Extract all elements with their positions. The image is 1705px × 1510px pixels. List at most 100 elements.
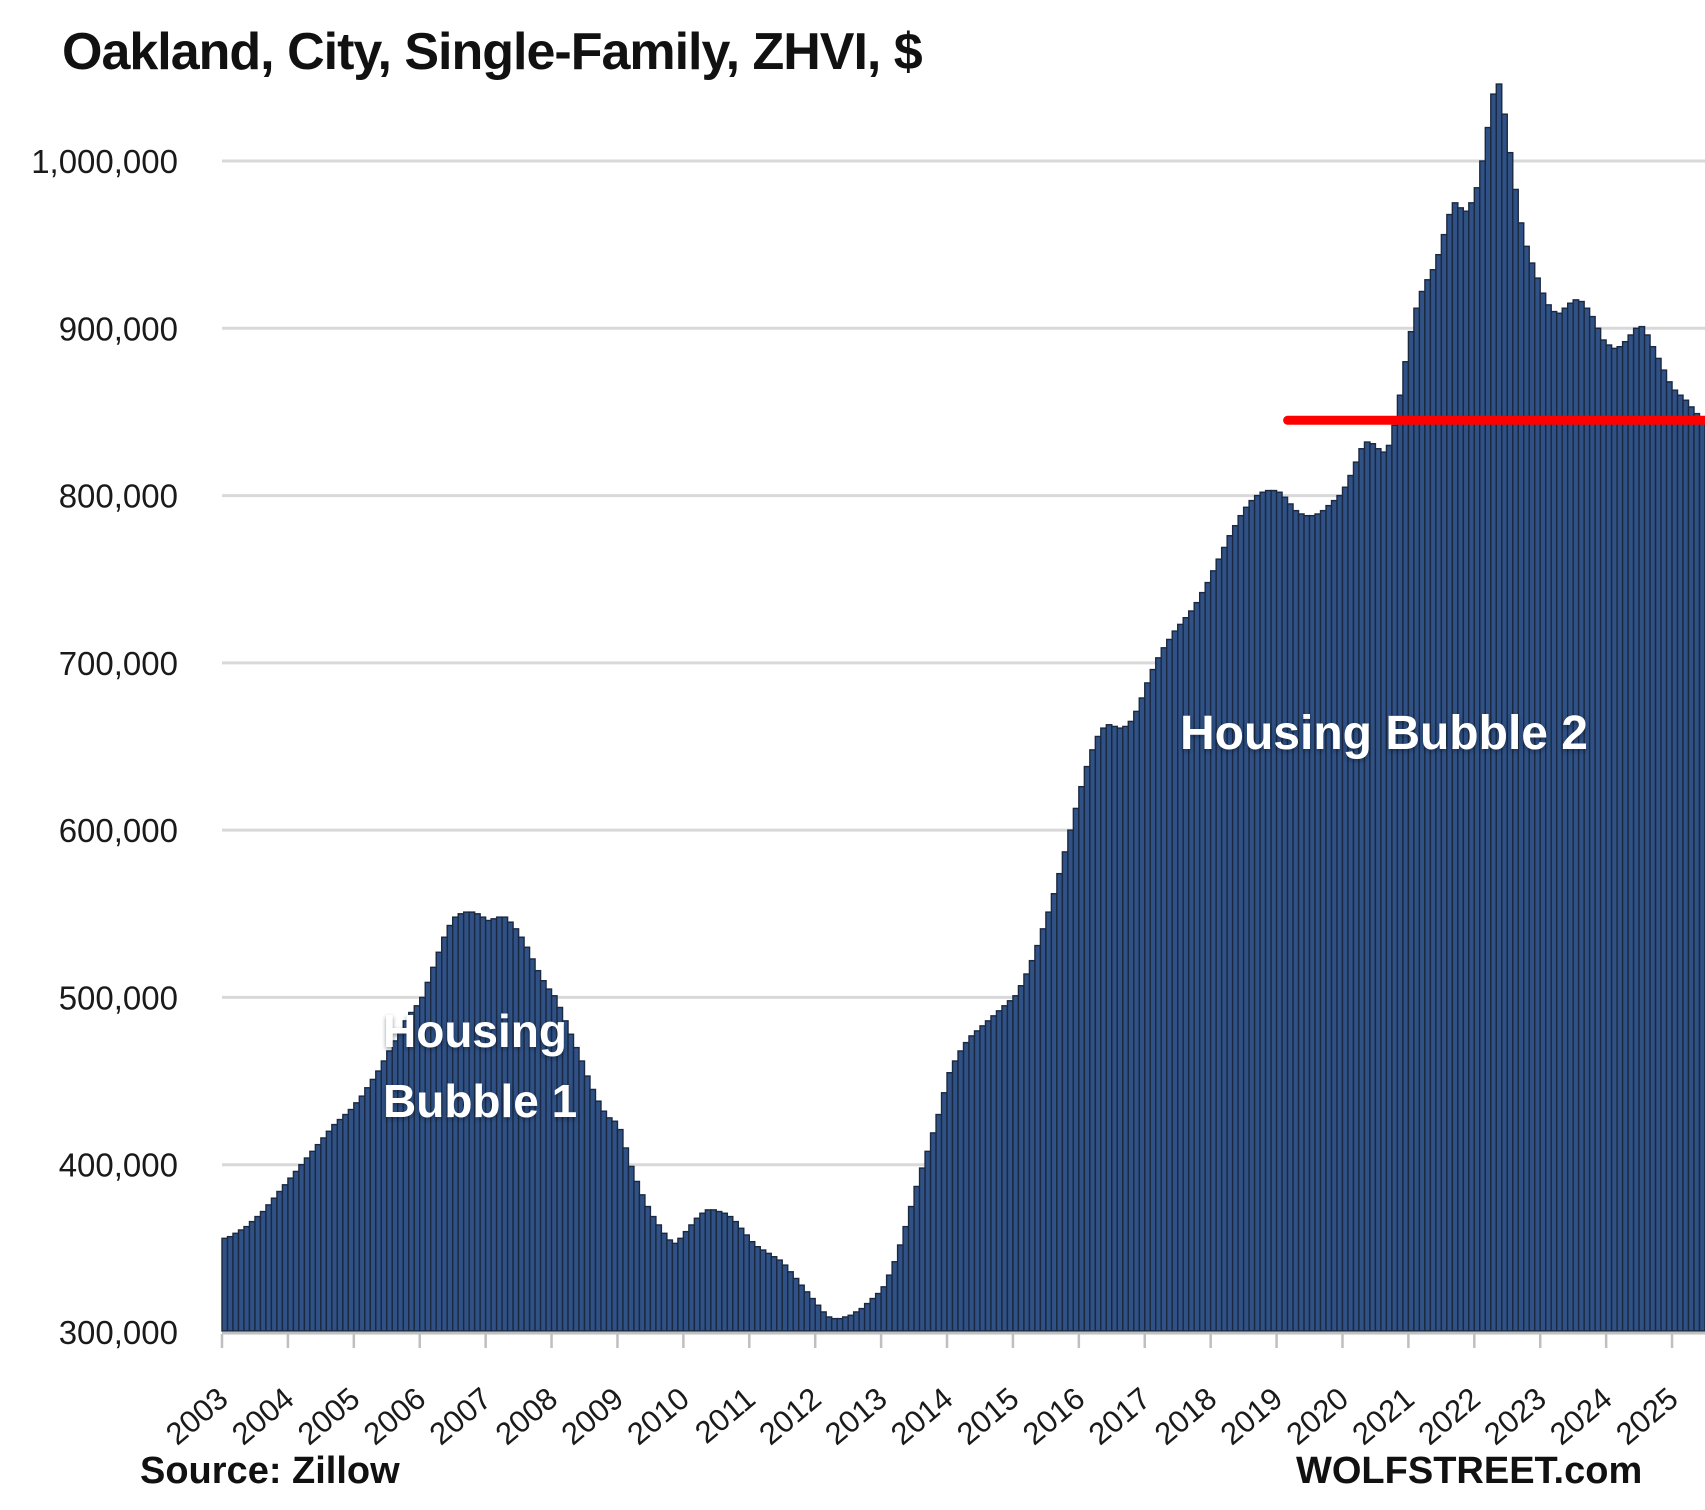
bar-month-267 bbox=[1687, 406, 1695, 1332]
y-tick-label-300000: 300,000 bbox=[59, 1314, 178, 1351]
bar-month-161 bbox=[1105, 724, 1113, 1332]
bar-month-189 bbox=[1259, 491, 1267, 1332]
x-axis-labels: 2003200420052006200720082009201020112012… bbox=[159, 1381, 1684, 1452]
bar-month-195 bbox=[1292, 509, 1300, 1332]
bar-month-101 bbox=[776, 1259, 783, 1332]
bar-month-109 bbox=[819, 1311, 827, 1332]
x-year-label-2024: 2024 bbox=[1543, 1381, 1618, 1452]
x-axis bbox=[220, 1331, 1705, 1348]
bar-month-181 bbox=[1215, 558, 1223, 1332]
bar-month-168 bbox=[1144, 682, 1151, 1332]
bar-month-27 bbox=[369, 1078, 377, 1332]
bar-month-128 bbox=[924, 1150, 932, 1332]
bar-month-151 bbox=[1050, 893, 1058, 1332]
bar-month-7 bbox=[259, 1210, 267, 1332]
x-year-label-2015: 2015 bbox=[950, 1381, 1025, 1452]
bar-month-244 bbox=[1561, 307, 1569, 1332]
bar-month-138 bbox=[979, 1025, 987, 1332]
bar-month-150 bbox=[1045, 911, 1053, 1332]
bar-month-0 bbox=[221, 1237, 229, 1332]
bar-month-23 bbox=[347, 1108, 355, 1332]
x-year-label-2019: 2019 bbox=[1214, 1381, 1289, 1452]
bar-month-201 bbox=[1325, 504, 1333, 1332]
x-year-label-2014: 2014 bbox=[884, 1381, 959, 1452]
bar-month-263 bbox=[1665, 381, 1673, 1332]
bar-month-180 bbox=[1209, 570, 1217, 1332]
bar-month-208 bbox=[1363, 441, 1371, 1332]
bar-month-99 bbox=[765, 1252, 772, 1332]
bar-month-15 bbox=[303, 1157, 311, 1332]
bar-month-206 bbox=[1352, 461, 1360, 1332]
x-year-label-2007: 2007 bbox=[423, 1381, 498, 1452]
bar-month-127 bbox=[918, 1167, 926, 1332]
bar-month-249 bbox=[1588, 315, 1596, 1332]
bar-month-154 bbox=[1067, 829, 1075, 1332]
bar-month-104 bbox=[792, 1277, 800, 1332]
bar-month-186 bbox=[1242, 506, 1250, 1332]
bar-month-88 bbox=[704, 1209, 712, 1332]
bar-month-197 bbox=[1303, 514, 1311, 1332]
bar-month-242 bbox=[1550, 310, 1558, 1332]
bar-month-262 bbox=[1660, 369, 1668, 1332]
bar-month-19 bbox=[325, 1130, 333, 1332]
bar-month-157 bbox=[1083, 765, 1091, 1332]
bar-month-25 bbox=[358, 1095, 366, 1332]
bar-month-24 bbox=[353, 1102, 361, 1332]
bar-month-245 bbox=[1566, 302, 1574, 1332]
bar-month-191 bbox=[1270, 489, 1278, 1332]
bar-month-119 bbox=[874, 1292, 882, 1332]
y-tick-label-400000: 400,000 bbox=[59, 1147, 178, 1184]
y-axis-labels: 1,000,000 900,000 800,000 700,000 600,000 500… bbox=[31, 143, 178, 1351]
bar-month-26 bbox=[364, 1087, 371, 1332]
wolfstreet-watermark: WOLFSTREET.com bbox=[1296, 1450, 1643, 1492]
bar-month-120 bbox=[880, 1286, 888, 1332]
bar-month-213 bbox=[1391, 424, 1399, 1332]
bar-month-187 bbox=[1248, 499, 1256, 1332]
bar-month-222 bbox=[1440, 233, 1448, 1332]
bar-month-184 bbox=[1231, 524, 1239, 1332]
bar-month-103 bbox=[787, 1271, 794, 1332]
bar-month-200 bbox=[1319, 509, 1327, 1332]
bar-month-14 bbox=[298, 1164, 306, 1332]
bar-month-209 bbox=[1369, 443, 1377, 1332]
bar-month-142 bbox=[1001, 1005, 1009, 1332]
bar-month-210 bbox=[1374, 448, 1382, 1332]
bar-month-69 bbox=[600, 1110, 608, 1332]
y-tick-label-800000: 800,000 bbox=[59, 478, 178, 515]
y-tick-label-1000000: 1,000,000 bbox=[31, 143, 178, 180]
bar-month-111 bbox=[830, 1317, 838, 1332]
x-year-label-2009: 2009 bbox=[555, 1381, 630, 1452]
bar-month-94 bbox=[737, 1227, 745, 1332]
bar-month-122 bbox=[891, 1261, 899, 1332]
bar-month-134 bbox=[957, 1050, 965, 1332]
bar-month-77 bbox=[644, 1205, 652, 1332]
bar-month-70 bbox=[605, 1117, 613, 1332]
x-year-label-2006: 2006 bbox=[357, 1381, 432, 1452]
bar-month-12 bbox=[287, 1177, 295, 1332]
bar-month-20 bbox=[331, 1123, 339, 1332]
bar-month-118 bbox=[869, 1297, 877, 1332]
bar-month-130 bbox=[935, 1113, 943, 1332]
bar-month-67 bbox=[589, 1088, 597, 1332]
bar-month-135 bbox=[962, 1041, 970, 1332]
bar-month-8 bbox=[265, 1204, 273, 1332]
bar-month-95 bbox=[743, 1234, 750, 1332]
bar-month-155 bbox=[1072, 807, 1080, 1332]
bar-month-251 bbox=[1599, 339, 1607, 1332]
x-year-label-2012: 2012 bbox=[752, 1381, 827, 1452]
bar-month-194 bbox=[1286, 503, 1294, 1332]
bar-month-132 bbox=[946, 1072, 954, 1332]
bar-month-261 bbox=[1654, 357, 1662, 1332]
bar-month-247 bbox=[1577, 300, 1585, 1332]
bar-month-153 bbox=[1061, 851, 1069, 1332]
bar-month-167 bbox=[1138, 697, 1146, 1332]
bar-month-148 bbox=[1034, 944, 1042, 1332]
bar-month-260 bbox=[1649, 345, 1657, 1332]
bar-month-65 bbox=[578, 1060, 586, 1332]
x-year-label-2013: 2013 bbox=[818, 1381, 893, 1452]
bar-month-252 bbox=[1605, 344, 1613, 1332]
bar-month-179 bbox=[1204, 581, 1212, 1332]
bar-month-106 bbox=[803, 1291, 811, 1332]
x-year-label-2021: 2021 bbox=[1346, 1381, 1421, 1452]
